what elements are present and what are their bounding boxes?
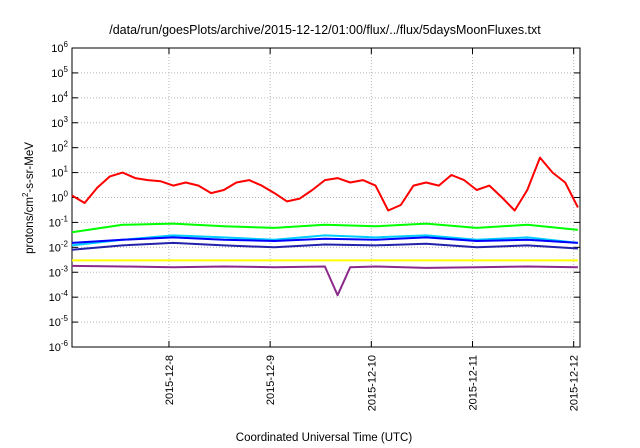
- series-line-3: [71, 234, 579, 247]
- series-line-1: [71, 156, 579, 212]
- y-tick-label: 105: [51, 65, 68, 80]
- series-line-4: [71, 236, 578, 244]
- y-axis: 10-6 10-5 10-4 10-3 10-2 10-1 100 101 102 103 104 1…: [49, 40, 580, 354]
- y-tick-label: 10-5: [49, 314, 69, 329]
- series-group: [71, 156, 579, 297]
- x-axis-label: Coordinated Universal Time (UTC): [236, 432, 413, 444]
- x-tick-label: 2015-12-10: [366, 355, 378, 411]
- y-tick-label: 104: [51, 90, 68, 105]
- x-tick-label: 2015-12-11: [467, 355, 479, 410]
- y-tick-label: 10-1: [49, 214, 69, 229]
- y-tick-label: 103: [51, 115, 68, 130]
- y-tick-label: 10-3: [49, 264, 69, 279]
- y-tick-label: 100: [51, 190, 68, 205]
- y-tick-label: 10-6: [49, 339, 69, 354]
- grid: [72, 48, 580, 347]
- series-line-2: [71, 222, 579, 234]
- chart-title: /data/run/goesPlots/archive/2015-12-12/0…: [109, 23, 541, 37]
- y-axis-label: protons/cm2-s-sr-MeV: [21, 142, 36, 254]
- y-tick-label: 102: [51, 140, 68, 155]
- series-line-7: [71, 264, 578, 297]
- plot-frame: [71, 47, 581, 348]
- y-tick-label: 101: [51, 165, 68, 180]
- y-tick-label: 106: [51, 40, 68, 55]
- x-tick-label: 2015-12-8: [164, 355, 176, 405]
- x-axis: 2015-12-8 2015-12-9 2015-12-10 2015-12-11 20…: [164, 48, 581, 411]
- x-tick-label: 2015-12-9: [265, 355, 277, 405]
- series-line-5: [71, 241, 578, 251]
- y-tick-label: 10-2: [49, 239, 69, 254]
- y-tick-label: 10-4: [49, 289, 69, 304]
- x-tick-label: 2015-12-12: [569, 355, 581, 411]
